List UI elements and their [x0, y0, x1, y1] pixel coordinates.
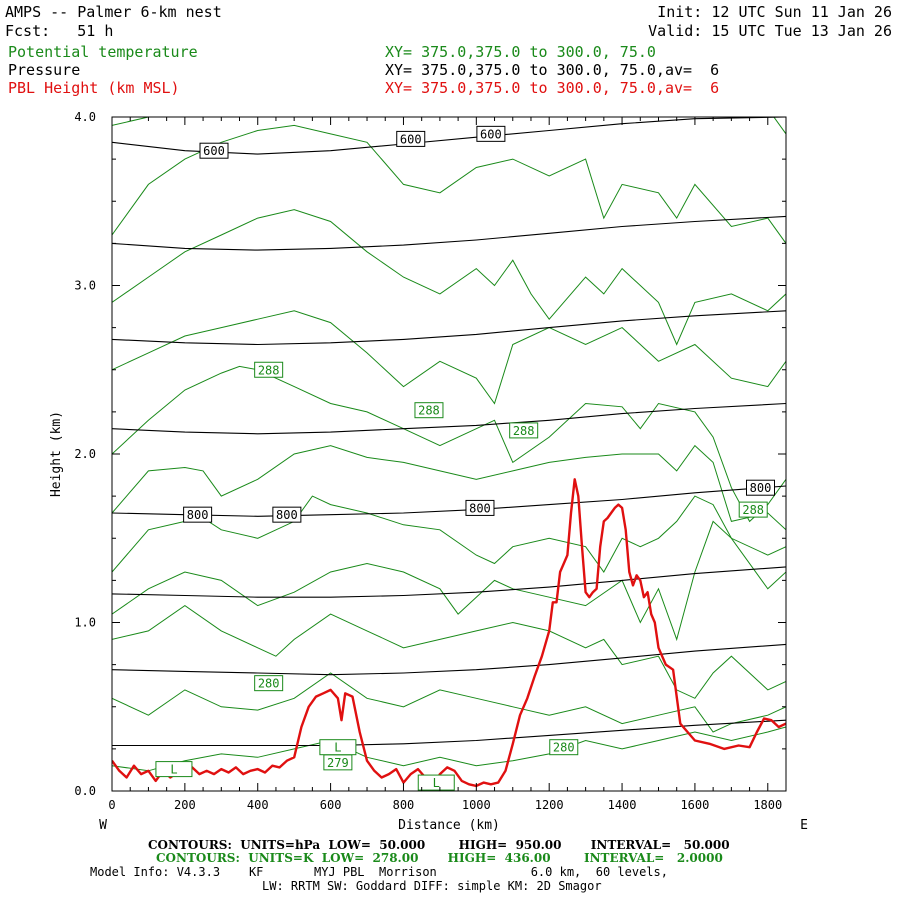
footer-theta-contours: CONTOURS: UNITS=K LOW= 278.00 HIGH= 436.…: [156, 851, 723, 865]
svg-text:800: 800: [187, 508, 209, 522]
contour-labels: 600 600 600 800 800 800 800 288 288 288 288 280 280 2…: [155, 125, 775, 791]
x-tick-label-1200: 1200: [535, 798, 564, 812]
pressure-contour-700: [112, 310, 786, 346]
pressure-label-600-1: 600: [396, 130, 426, 147]
theta-label-279-6: 279: [323, 754, 353, 771]
plot-frame: [111, 116, 787, 792]
theta-contour-4: [112, 365, 786, 523]
svg-text:600: 600: [480, 127, 502, 141]
theta-label-288-0: 288: [254, 361, 284, 378]
svg-text:L: L: [170, 763, 177, 777]
x-axis-label: Distance (km): [398, 818, 500, 833]
x-tick-label-200: 200: [174, 798, 196, 812]
legend-theta-label: Potential temperature: [8, 43, 198, 61]
east-label: E: [800, 818, 808, 833]
svg-text:288: 288: [513, 424, 535, 438]
footer-model-info: Model Info: V4.3.3 KF MYJ PBL Morrison 6…: [90, 865, 668, 879]
svg-text:288: 288: [742, 503, 764, 517]
y-tick-label-2: 2.0: [74, 447, 96, 461]
y-tick-label-0: 0.0: [74, 784, 96, 798]
theta-contour-2: [112, 209, 786, 346]
x-tick-label-0: 0: [108, 798, 115, 812]
pressure-label-800-4: 800: [272, 506, 302, 523]
pressure-contour-900: [112, 643, 786, 676]
theta-label-288-3: 288: [738, 501, 768, 518]
x-tick-label-600: 600: [320, 798, 342, 812]
pressure-contours: [112, 117, 786, 747]
theta-contour-3: [112, 310, 786, 405]
pressure-contour-750: [112, 402, 786, 435]
y-axis-label: Height (km): [49, 411, 64, 497]
pbl-series: [112, 478, 786, 789]
pressure-contour-950: [112, 719, 786, 747]
pressure-label-800-6: 800: [745, 479, 775, 496]
x-tick-label-1000: 1000: [462, 798, 491, 812]
low-marker-0: L: [155, 761, 193, 778]
y-tick-label-4: 4.0: [74, 110, 96, 124]
pressure-label-600-0: 600: [199, 142, 229, 159]
forecast-hour: Fcst: 51 h: [5, 22, 114, 40]
legend-theta-xy: XY= 375.0,375.0 to 300.0, 75.0: [385, 43, 656, 61]
theta-contour-0: [112, 117, 786, 135]
svg-text:288: 288: [418, 404, 440, 418]
svg-text:L: L: [433, 776, 440, 790]
svg-text:279: 279: [327, 756, 349, 770]
theta-label-280-4: 280: [254, 675, 284, 692]
legend-pbl-label: PBL Height (km MSL): [8, 79, 180, 97]
svg-text:280: 280: [553, 741, 575, 755]
pressure-contour-800: [112, 485, 786, 517]
legend-pressure-label: Pressure: [8, 61, 81, 79]
footer-pressure-contours: CONTOURS: UNITS=hPa LOW= 50.000 HIGH= 95…: [148, 838, 730, 852]
theta-label-288-2: 288: [509, 422, 539, 439]
x-tick-label-800: 800: [393, 798, 415, 812]
pressure-label-800-5: 800: [465, 499, 495, 516]
west-label: W: [99, 818, 107, 833]
pressure-label-600-2: 600: [476, 125, 506, 142]
chart-title: AMPS -- Palmer 6-km nest: [5, 3, 222, 21]
svg-text:280: 280: [258, 677, 280, 691]
theta-contour-6: [112, 495, 786, 573]
legend-pressure-xy: XY= 375.0,375.0 to 300.0, 75.0,av= 6: [385, 61, 720, 79]
legend-pbl-xy: XY= 375.0,375.0 to 300.0, 75.0,av= 6: [385, 79, 720, 97]
theta-contour-8: [112, 604, 786, 699]
y-tick-label-1: 1.0: [74, 616, 96, 630]
axes: 0 200 400 600 800 1000 1200 1400 1600 1800 0.0 1.0 2…: [74, 110, 787, 812]
svg-text:800: 800: [276, 508, 298, 522]
theta-label-280-5: 280: [549, 739, 579, 756]
theta-contour-7: [112, 520, 786, 642]
pressure-label-800-3: 800: [183, 506, 213, 523]
svg-text:288: 288: [258, 363, 280, 377]
init-time: Init: 12 UTC Sun 11 Jan 26: [657, 3, 892, 21]
pressure-contour-650: [112, 215, 786, 251]
theta-contour-10: [112, 726, 786, 772]
x-tick-label-1800: 1800: [753, 798, 782, 812]
svg-text:600: 600: [203, 144, 225, 158]
theta-contour-9: [112, 672, 786, 733]
theta-contour-5: [112, 444, 786, 531]
valid-time: Valid: 15 UTC Tue 13 Jan 26: [648, 22, 892, 40]
y-tick-label-3: 3.0: [74, 279, 96, 293]
x-tick-label-400: 400: [247, 798, 269, 812]
pressure-contour-850: [112, 566, 786, 598]
x-tick-label-1400: 1400: [608, 798, 637, 812]
svg-text:600: 600: [400, 132, 422, 146]
svg-text:800: 800: [750, 481, 772, 495]
footer-physics: LW: RRTM SW: Goddard DIFF: simple KM: 2D…: [262, 879, 602, 893]
theta-contours: [112, 117, 786, 772]
low-marker-2: L: [417, 774, 455, 791]
svg-text:800: 800: [469, 501, 491, 515]
pbl-height-line: [112, 478, 786, 789]
svg-text:L: L: [334, 741, 341, 755]
theta-label-288-1: 288: [414, 402, 444, 419]
x-tick-label-1600: 1600: [680, 798, 709, 812]
low-marker-1: L: [319, 739, 357, 756]
